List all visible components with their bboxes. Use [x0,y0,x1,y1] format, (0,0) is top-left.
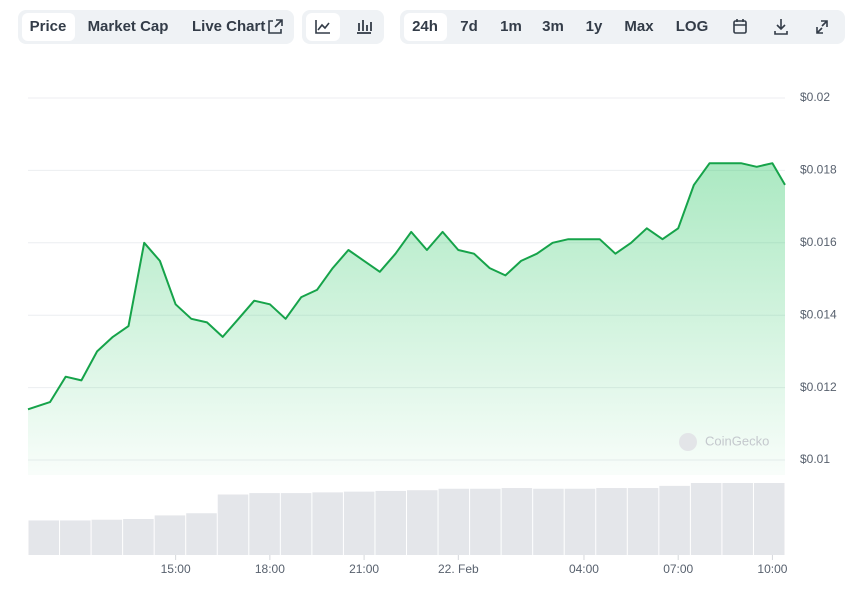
tab[interactable]: Price [30,18,67,35]
volume-bar [91,519,123,555]
volume-bar [249,493,280,555]
volume-bar [154,515,186,555]
price-area [28,163,785,475]
volume-bar [60,520,91,555]
volume-bar [280,493,312,555]
candle-chart-icon[interactable] [357,20,372,34]
x-tick-label: 21:00 [349,562,379,576]
range-group [400,10,845,44]
volume-bar [533,488,564,555]
range[interactable]: Max [624,18,654,35]
volume-bars [28,483,785,555]
y-tick-label: $0.02 [800,90,830,104]
tab[interactable]: Market Cap [88,18,169,35]
tab-selected-bg [22,13,75,41]
volume-bar [690,483,722,555]
range[interactable]: 24h [412,18,438,35]
y-tick-label: $0.014 [800,307,837,321]
volume-bar [659,485,690,555]
range[interactable]: LOG [676,18,709,35]
volume-bar [627,488,659,555]
download-icon[interactable] [774,19,788,35]
volume-bar [375,490,406,555]
y-tick-label: $0.016 [800,235,837,249]
volume-bar [343,491,375,555]
external-link-icon [268,19,283,34]
tab[interactable]: Live Chart [192,18,265,35]
volume-bar [596,488,627,555]
volume-bar [407,490,438,555]
x-tick-label: 10:00 [757,562,787,576]
fullscreen-icon[interactable] [816,20,828,34]
range[interactable]: 7d [460,18,478,35]
x-tick-label: 18:00 [255,562,285,576]
volume-bar [501,488,533,555]
plot [27,162,786,475]
volume-bar [470,488,501,555]
volume-bar [722,483,753,555]
y-tick-label: $0.018 [800,163,837,177]
x-tick-label: 07:00 [663,562,693,576]
x-tick-label: 04:00 [569,562,599,576]
y-tick-label: $0.01 [800,452,830,466]
y-tick-label: $0.012 [800,380,837,394]
volume-bar [564,488,596,555]
calendar-icon[interactable] [733,19,747,34]
volume-bar [186,513,217,555]
tab-group [18,10,294,44]
volume-bar [438,488,470,555]
line-chart-icon[interactable] [315,20,330,34]
volume-bar [312,492,343,555]
volume-bar [217,494,249,555]
x-tick-label: 15:00 [161,562,191,576]
range-selected-bg [404,13,447,41]
range[interactable]: 1y [586,18,603,35]
price-line [27,162,786,411]
volume-bar [753,483,785,555]
watermark: CoinGecko [679,433,769,451]
volume-bar [123,519,154,555]
x-tick-label: 22. Feb [438,562,479,576]
range[interactable]: 1m [500,18,522,35]
watermark-text: CoinGecko [705,433,769,448]
range[interactable]: 3m [542,18,564,35]
volume-bar [28,520,60,555]
